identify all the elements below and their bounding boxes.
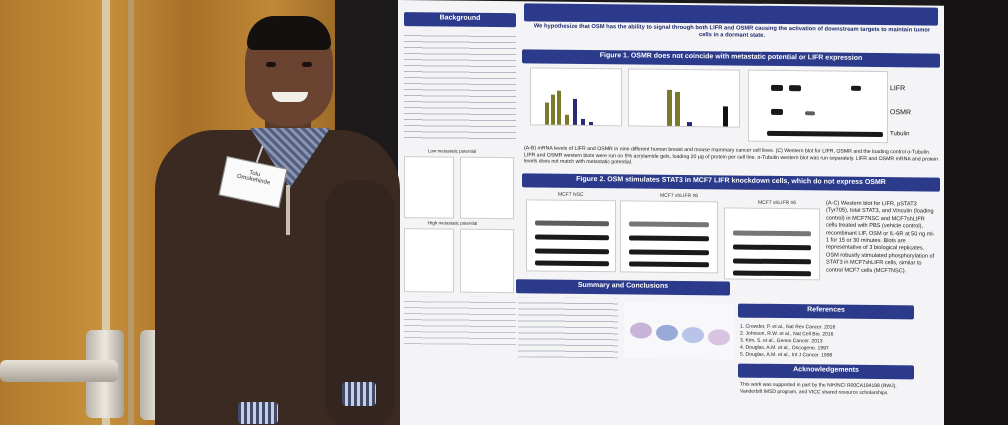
door-frame <box>102 0 110 425</box>
left-blot-d <box>460 228 514 294</box>
hair <box>247 16 331 50</box>
poster-board-edge <box>940 0 1008 425</box>
door-frame-edge <box>128 0 134 425</box>
figure2-blot-c <box>724 207 820 281</box>
sweater-zipper <box>286 185 290 235</box>
references-header: References <box>738 303 914 320</box>
blot-label-tubulin: Tubulin <box>890 131 910 138</box>
blot-label-osmr: OSMR <box>890 109 911 117</box>
figure2-header: Figure 2. OSM stimulates STAT3 in MCF7 L… <box>522 173 940 192</box>
figure2-blot-b <box>620 200 718 274</box>
figure2-caption: (A-C) Western blot for LIFR, pSTAT3 (Tyr… <box>826 200 935 274</box>
acknowledgements-header: Acknowledgements <box>738 363 914 380</box>
figure2-blot-a <box>526 199 616 273</box>
smile <box>272 92 308 102</box>
left-blot-a <box>404 156 454 219</box>
figure1-header: Figure 1. OSMR does not coincide with me… <box>522 49 940 68</box>
background-text <box>404 30 516 144</box>
left-eye <box>266 62 276 67</box>
hypothesis-banner <box>524 3 938 26</box>
door-handle-bar <box>0 360 118 382</box>
figure1-chart-b <box>628 68 740 128</box>
references-list: 1. Crowder, P. et al., Nat Rev Cancer. 2… <box>740 324 916 361</box>
right-shirt-cuff <box>342 382 376 406</box>
figure1-caption: (A-B) mRNA levels of LIFR and OSMR in ni… <box>524 145 938 166</box>
background-header: Background <box>404 12 516 28</box>
left-blot-c <box>404 228 454 293</box>
left-blot-b <box>460 156 514 220</box>
high-potential-label: High metastatic potential <box>428 220 478 226</box>
figure2-panel-a-label: MCF7 NSC <box>558 191 584 198</box>
acknowledgements-text: This work was supported in part by the N… <box>740 381 897 397</box>
low-potential-label: Low metastatic potential <box>428 148 477 154</box>
figure1-western-blot <box>748 69 888 144</box>
figure2-panel-b-label: MCF7 shLIFR #6 <box>660 192 699 200</box>
reference-item: 5. Douglas, A.M. et al., Int J Cancer. 1… <box>740 351 833 359</box>
left-caption <box>404 296 516 346</box>
figure2-panel-c-label: MCF7 shLIFR #6 <box>758 199 797 207</box>
blot-label-lifr: LIFR <box>890 85 906 93</box>
right-eye <box>302 62 312 67</box>
left-shirt-cuff <box>238 402 278 424</box>
research-poster: We hypothesize that OSM has the ability … <box>398 0 944 425</box>
summary-model-diagram <box>624 302 734 360</box>
summary-text <box>518 297 618 359</box>
presenter-person: Tolu Omokehinde <box>150 10 410 425</box>
summary-header: Summary and Conclusions <box>516 279 730 296</box>
figure1-chart-a <box>530 67 622 127</box>
hypothesis-text: We hypothesize that OSM has the ability … <box>533 23 931 39</box>
